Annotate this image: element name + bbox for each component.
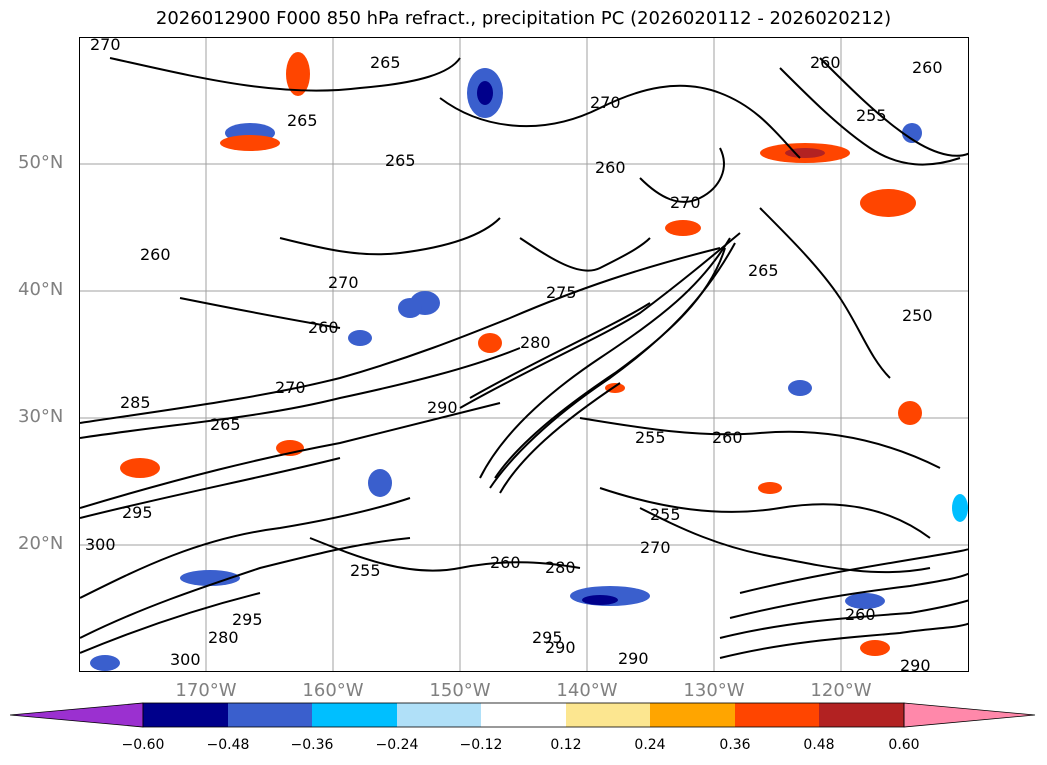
colorbar-segment [566, 703, 650, 727]
contour-label: 270 [90, 38, 121, 54]
colorbar-tick: 0.24 [634, 737, 666, 753]
contour-label: 260 [140, 245, 171, 264]
contour-label: 295 [532, 628, 563, 647]
contour-label: 260 [308, 318, 339, 337]
refractivity-contours [80, 57, 968, 659]
precip-shading [90, 52, 968, 671]
lon-label-160w: 160°W [302, 680, 364, 701]
colorbar-segment [312, 703, 397, 727]
contour-label: 270 [640, 538, 671, 557]
lon-label-130w: 130°W [683, 680, 745, 701]
lon-label-140w: 140°W [556, 680, 618, 701]
colorbar-extend-low [10, 702, 144, 728]
colorbar-tick: −0.48 [206, 737, 250, 753]
contour-label: 265 [748, 261, 779, 280]
contour-label: 260 [845, 605, 876, 624]
lat-label-20n: 20°N [18, 533, 64, 554]
lat-label-40n: 40°N [18, 279, 64, 300]
contour-label: 300 [170, 650, 201, 669]
map-svg: 270 265 265 260 260 255 270 265 270 260 … [80, 38, 968, 672]
contour-label: 255 [635, 428, 666, 447]
contour-label: 250 [902, 306, 933, 325]
lon-label-170w: 170°W [175, 680, 237, 701]
contour-label: 260 [490, 553, 521, 572]
colorbar-segment [228, 703, 312, 727]
contour-label: 270 [328, 273, 359, 292]
contour-label: 290 [545, 638, 576, 657]
colorbar-extend-high [903, 702, 1036, 728]
contour-label: 295 [232, 610, 263, 629]
contour-label: 270 [275, 378, 306, 397]
lon-label-150w: 150°W [429, 680, 491, 701]
contour-label: 255 [856, 106, 887, 125]
contour-labels: 270 265 265 260 260 255 270 265 270 260 … [85, 38, 943, 672]
contour-label: 280 [208, 628, 239, 647]
colorbar-tick: 0.36 [719, 737, 751, 753]
contour-label: 270 [670, 193, 701, 212]
colorbar-tick: −0.24 [375, 737, 419, 753]
colorbar-segment [650, 703, 735, 727]
colorbar-segment [735, 703, 819, 727]
contour-label: 280 [520, 333, 551, 352]
contour-label: 260 [810, 53, 841, 72]
contour-label: 265 [210, 415, 241, 434]
contour-label: 260 [712, 428, 743, 447]
contour-label: 255 [650, 505, 681, 524]
map-title: 2026012900 F000 850 hPa refract., precip… [155, 8, 892, 29]
contour-label: 260 [595, 158, 626, 177]
contour-label: 290 [427, 398, 458, 417]
colorbar-tick: 0.48 [803, 737, 835, 753]
contour-label: 260 [912, 58, 943, 77]
contour-label: 275 [546, 283, 577, 302]
colorbar-tick: −0.36 [290, 737, 334, 753]
lon-label-120w: 120°W [810, 680, 872, 701]
colorbar-tick: −0.12 [459, 737, 503, 753]
lat-label-50n: 50°N [18, 152, 64, 173]
contour-label: 290 [618, 649, 649, 668]
contour-label: 295 [122, 503, 153, 522]
contour-label: 265 [287, 111, 318, 130]
contour-label: 270 [590, 93, 621, 112]
colorbar-segment [481, 703, 566, 727]
colorbar-segment [819, 703, 904, 727]
contour-label: 280 [545, 558, 576, 577]
contour-label: 265 [385, 151, 416, 170]
colorbar [10, 702, 1036, 728]
contour-label: 290 [900, 656, 931, 672]
contour-label: 265 [370, 53, 401, 72]
lat-label-30n: 30°N [18, 406, 64, 427]
colorbar-tick: 0.12 [550, 737, 582, 753]
contour-label: 300 [85, 535, 116, 554]
colorbar-segment [143, 703, 228, 727]
colorbar-segment [397, 703, 481, 727]
colorbar-tick: 0.60 [888, 737, 920, 753]
map-area: 270 265 265 260 260 255 270 265 270 260 … [79, 37, 969, 672]
colorbar-tick: −0.60 [121, 737, 165, 753]
contour-label: 285 [120, 393, 151, 412]
contour-label: 255 [350, 561, 381, 580]
